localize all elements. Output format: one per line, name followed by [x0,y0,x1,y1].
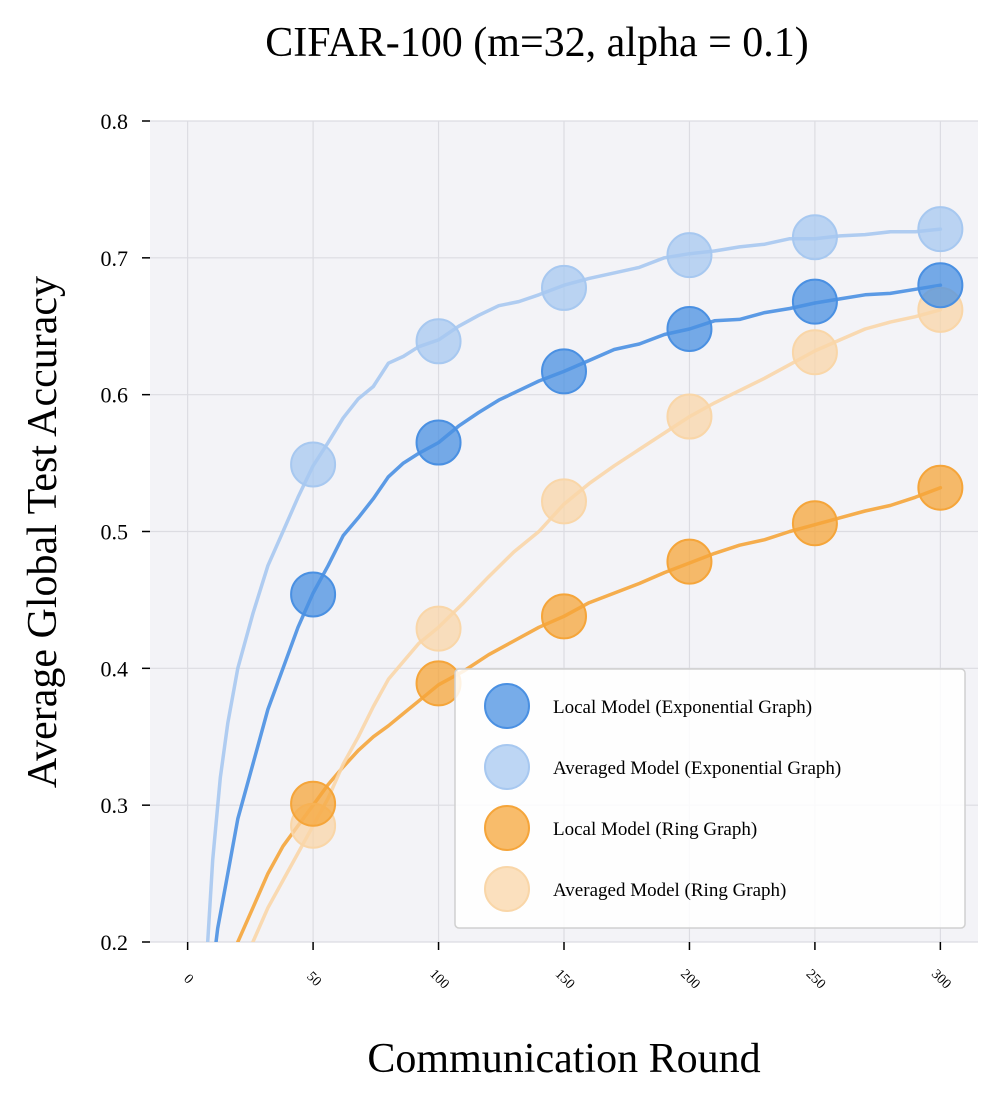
legend-label-4: Averaged Model (Ring Graph) [553,880,786,901]
x-axis-label: Communication Round [367,1036,760,1082]
series-3-marker [415,660,462,707]
series-3-marker [791,500,838,547]
series-1-marker [290,571,337,618]
series-2-marker [666,232,713,279]
x-axis: 0 50 100 150 200 250 300 [180,942,954,992]
series-1-marker [541,348,587,395]
legend-marker-2 [484,744,530,790]
series-2-marker [541,264,587,311]
x-tick-label: 300 [928,967,953,992]
y-tick-label: 0.2 [101,930,129,955]
series-line-1 [214,283,943,942]
y-axis: 0.2 0.3 0.4 0.5 0.6 0.7 0.8 [101,109,150,955]
series-line-4 [251,308,943,942]
y-axis-label: Average Global Test Accuracy [20,276,66,788]
series-line-2 [205,227,943,942]
x-tick-label: 250 [803,967,828,992]
legend-marker-4 [484,866,530,912]
series-4-marker [415,605,462,652]
x-tick-label: 100 [426,967,451,992]
series-1-marker [666,305,713,352]
legend: Local Model (Exponential Graph) Averaged … [454,668,966,929]
series-3-marker [541,593,587,640]
legend-box [454,668,966,929]
series-1-marker [791,278,838,325]
series-2-marker [415,318,462,365]
y-tick-label: 0.6 [101,383,129,408]
series-layer [205,227,943,942]
series-2-marker [791,214,838,261]
series-3-marker [290,780,337,827]
chart-title: CIFAR-100 (m=32, alpha = 0.1) [265,20,809,66]
series-line-3 [235,485,943,942]
x-tick-label: 50 [303,969,324,990]
series-3-marker [666,538,713,585]
legend-marker-1 [484,683,530,729]
x-tick-label: 0 [180,972,196,988]
series-1-marker [917,262,964,309]
series-4-marker [666,393,713,440]
legend-label-3: Local Model (Ring Graph) [553,819,757,840]
series-4-marker [791,329,838,376]
legend-label-2: Averaged Model (Exponential Graph) [553,758,841,779]
legend-label-1: Local Model (Exponential Graph) [553,697,812,718]
series-4-marker [541,478,587,525]
y-tick-label: 0.4 [101,656,129,681]
series-1-marker [415,419,462,466]
legend-marker-3 [484,805,530,851]
series-2-marker [917,206,964,253]
y-tick-label: 0.7 [101,246,129,271]
y-tick-label: 0.3 [101,793,129,818]
series-2-marker [290,441,337,488]
marker-layer [290,206,964,849]
x-tick-label: 150 [552,967,577,992]
y-tick-label: 0.8 [101,109,129,134]
y-tick-label: 0.5 [101,520,129,545]
series-3-marker [917,464,964,511]
x-tick-label: 200 [677,967,702,992]
